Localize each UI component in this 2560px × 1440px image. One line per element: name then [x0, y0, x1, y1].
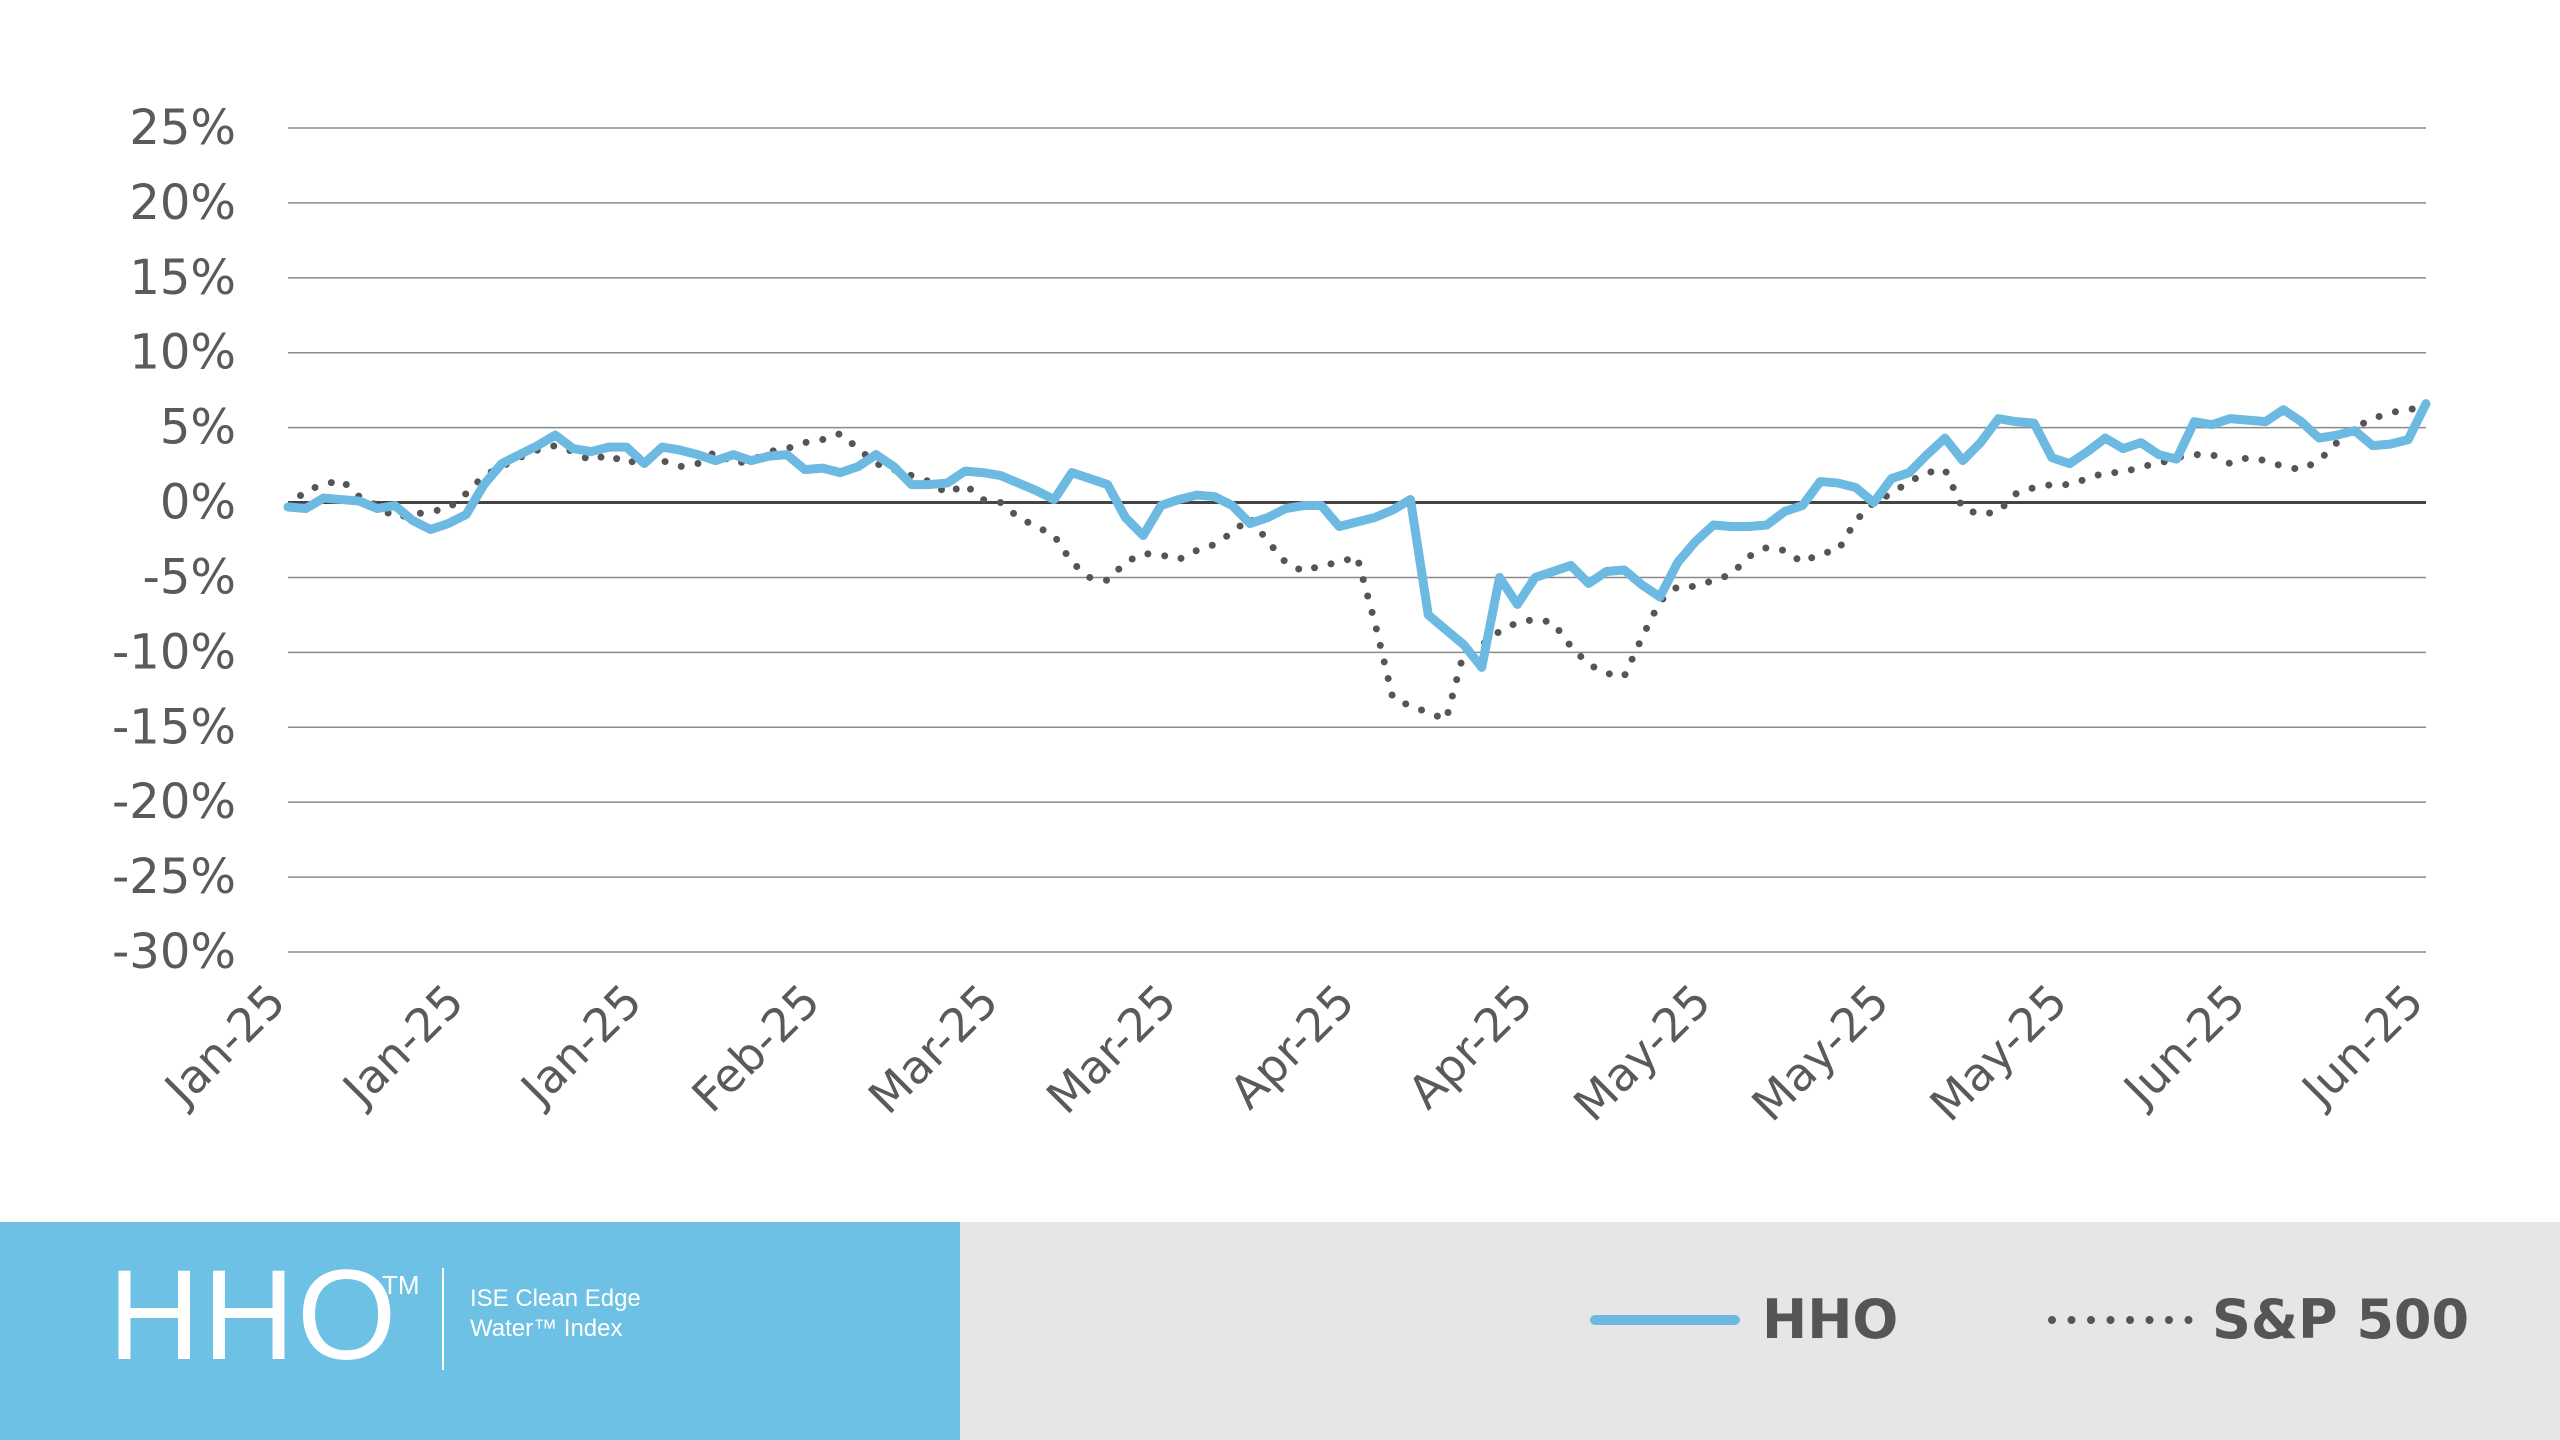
- y-tick-label: -30%: [112, 924, 236, 980]
- x-tick-label: May-25: [1741, 974, 1899, 1132]
- legend-sp500-label: S&P 500: [2212, 1288, 2470, 1351]
- y-tick-label: 5%: [160, 400, 236, 456]
- y-tick-label: 10%: [129, 325, 236, 381]
- x-tick-label: Mar-25: [1036, 974, 1187, 1125]
- x-tick-label: Jan-25: [509, 974, 653, 1118]
- series-line-sp500: [284, 403, 2430, 724]
- x-tick-label: Jun-25: [2290, 974, 2434, 1118]
- brand-divider: [442, 1268, 444, 1370]
- brand-trademark: TM: [382, 1270, 420, 1300]
- series-line-hho: [283, 399, 2431, 672]
- series-lines: [283, 399, 2431, 724]
- y-tick-label: 25%: [129, 100, 236, 156]
- legend-panel: [960, 1222, 2560, 1440]
- legend-hho-swatch: [1590, 1315, 1740, 1325]
- legend-hho-label: HHO: [1762, 1288, 1899, 1351]
- x-tick-label: May-25: [1563, 974, 1721, 1132]
- x-tick-label: Mar-25: [858, 974, 1009, 1125]
- y-tick-label: 20%: [129, 175, 236, 231]
- y-tick-label: 0%: [160, 475, 236, 531]
- x-axis-ticks: Jan-25 Jan-25 Jan-25 Feb-25 Mar-25 Mar-25 Apr-…: [152, 974, 2434, 1132]
- brand-panel: [0, 1222, 960, 1440]
- y-tick-label: -5%: [143, 549, 236, 605]
- y-tick-label: 15%: [129, 250, 236, 306]
- x-tick-label: Jan-25: [152, 974, 296, 1118]
- x-tick-label: Jun-25: [2111, 974, 2255, 1118]
- brand-subtitle: ISE Clean Edge Water™ Index: [470, 1285, 641, 1342]
- y-axis-ticks: 25% 20% 15% 10% 5% 0% -5% -10% -15% -20% -25% -30%: [112, 100, 236, 980]
- gridlines: [288, 127, 2426, 953]
- y-tick-label: -10%: [112, 624, 236, 680]
- x-tick-label: Apr-25: [1219, 974, 1365, 1120]
- y-tick-label: -25%: [112, 849, 236, 905]
- y-tick-label: -20%: [112, 774, 236, 830]
- legend-sp500-swatch: [2048, 1316, 2194, 1324]
- x-tick-label: Apr-25: [1397, 974, 1543, 1120]
- brand-name: HHO: [108, 1244, 399, 1387]
- x-tick-label: Jan-25: [330, 974, 474, 1118]
- y-tick-label: -15%: [112, 699, 236, 755]
- x-tick-label: May-25: [1919, 974, 2077, 1132]
- x-tick-label: Feb-25: [681, 974, 830, 1123]
